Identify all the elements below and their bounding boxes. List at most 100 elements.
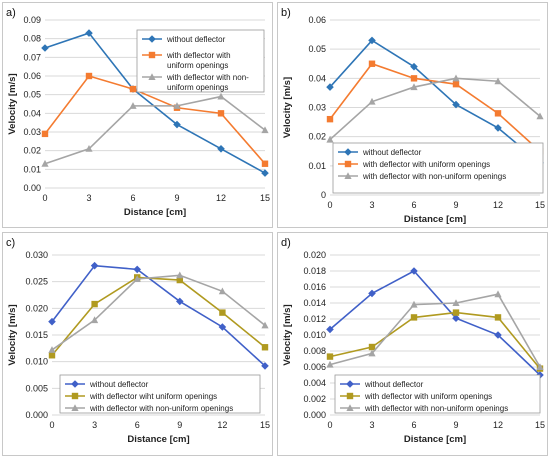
y-tick-label: 0.06 — [23, 71, 41, 81]
data-point — [536, 363, 544, 370]
x-tick-label: 12 — [493, 420, 503, 430]
x-tick-label: 12 — [217, 420, 227, 430]
panel-label: d) — [281, 237, 291, 249]
data-point — [85, 72, 93, 80]
chart-panel-4: d) 0.000 0.002 0.004 0.006 0.008 0.010 0.012 0.0… — [277, 232, 548, 456]
data-point — [173, 120, 181, 129]
legend-entry-text: with deflector wiht uniform openings — [89, 392, 217, 401]
legend-swatch-marker — [344, 160, 352, 168]
legend-entry-text: with deflector with non-uniform openings — [364, 404, 508, 413]
y-tick-label: 0.01 — [308, 161, 326, 171]
data-point — [41, 159, 49, 167]
data-point — [261, 169, 269, 177]
data-point — [129, 102, 137, 109]
data-point — [85, 29, 93, 37]
x-tick-label: 15 — [260, 193, 270, 203]
legend-swatch-marker — [71, 404, 79, 411]
data-point — [452, 314, 460, 322]
data-point — [326, 135, 334, 143]
y-tick-label: 0.03 — [308, 103, 326, 113]
legend-swatch-marker — [148, 51, 156, 59]
y-tick-label: 0.00 — [23, 183, 41, 193]
y-tick-label: 0.05 — [308, 44, 326, 54]
data-point — [368, 349, 376, 357]
x-tick-label: 9 — [453, 200, 458, 210]
data-point — [410, 314, 418, 321]
series-line-2 — [329, 62, 541, 152]
data-point — [326, 360, 334, 368]
y-tick-label: 0.04 — [23, 108, 41, 118]
y-tick-label: 0.002 — [303, 394, 326, 404]
data-point — [452, 100, 460, 109]
series-line-1 — [329, 39, 541, 164]
y-axis-label: Velocity [m/s] — [7, 304, 18, 365]
chart-panel-2: b) 0 0.01 0.02 0.03 0.04 0.05 0.06 0 3 6 9 12 15 Dista… — [277, 2, 548, 228]
data-point — [452, 309, 460, 316]
x-axis-label: Distance [cm] — [124, 207, 186, 218]
data-point — [176, 297, 184, 306]
y-tick-label: 0.02 — [23, 146, 41, 156]
y-tick-label: 0.02 — [308, 132, 326, 142]
series-line-2 — [329, 311, 541, 370]
legend-entry-text: with deflector with uniform openings — [362, 160, 490, 169]
data-point — [218, 287, 226, 295]
data-point — [217, 145, 225, 153]
data-point — [176, 271, 184, 279]
y-tick-label: 0.005 — [25, 383, 48, 393]
data-point — [494, 77, 502, 85]
legend-box — [332, 142, 544, 194]
x-axis-label: Distance [cm] — [404, 214, 466, 225]
legend-entry-text: uniform openings — [167, 61, 228, 70]
legend-entry-text: without deflector — [166, 35, 226, 44]
x-tick-label: 15 — [535, 420, 545, 430]
data-point — [410, 300, 418, 308]
y-tick-label: 0.004 — [303, 378, 326, 388]
x-tick-label: 6 — [135, 420, 140, 430]
data-point — [173, 102, 181, 109]
x-tick-label: 6 — [411, 200, 416, 210]
data-point — [261, 321, 269, 329]
x-axis-label: Distance [cm] — [127, 434, 189, 445]
data-point — [368, 60, 376, 67]
data-point — [91, 300, 98, 308]
legend-entry-text: without deflector — [362, 148, 422, 157]
data-point — [85, 145, 93, 152]
legend-entry-text: with deflector with non- — [166, 73, 249, 82]
legend-box — [334, 374, 541, 414]
legend-entry-text: uniform openings — [167, 83, 228, 92]
data-point — [48, 317, 56, 326]
chart-panel-3: c) 0.000 0.005 0.010 0.015 0.020 0.025 0.030 0 3 6… — [2, 232, 273, 456]
legend-entry-text: with deflector with — [166, 51, 231, 60]
y-tick-label: 0.020 — [303, 250, 326, 260]
y-tick-label: 0.014 — [303, 298, 326, 308]
x-tick-label: 3 — [369, 200, 374, 210]
data-point — [217, 110, 225, 117]
data-point — [48, 352, 56, 359]
y-axis-label: Velocity [m/s] — [282, 77, 293, 138]
data-point — [410, 267, 418, 275]
data-point — [494, 124, 502, 132]
series-line-2 — [51, 276, 266, 356]
legend-swatch-marker — [344, 148, 352, 156]
data-point — [410, 75, 418, 82]
x-tick-label: 0 — [327, 200, 332, 210]
y-tick-label: 0 — [321, 190, 326, 200]
y-tick-label: 0.000 — [25, 410, 48, 420]
data-point — [91, 316, 99, 324]
y-tick-label: 0.04 — [308, 73, 326, 83]
data-point — [261, 362, 269, 370]
data-point — [218, 323, 227, 331]
panel-frame — [277, 2, 548, 228]
x-tick-label: 0 — [49, 420, 54, 430]
series-line-3 — [329, 293, 541, 368]
y-tick-label: 0.006 — [303, 362, 326, 372]
data-point — [452, 299, 460, 306]
y-tick-label: 0.09 — [23, 15, 41, 25]
legend-swatch-marker — [346, 404, 354, 411]
data-point — [41, 130, 49, 138]
x-tick-label: 9 — [453, 420, 458, 430]
data-point — [261, 160, 269, 167]
x-tick-label: 15 — [260, 420, 270, 430]
series-line-1 — [44, 32, 266, 174]
